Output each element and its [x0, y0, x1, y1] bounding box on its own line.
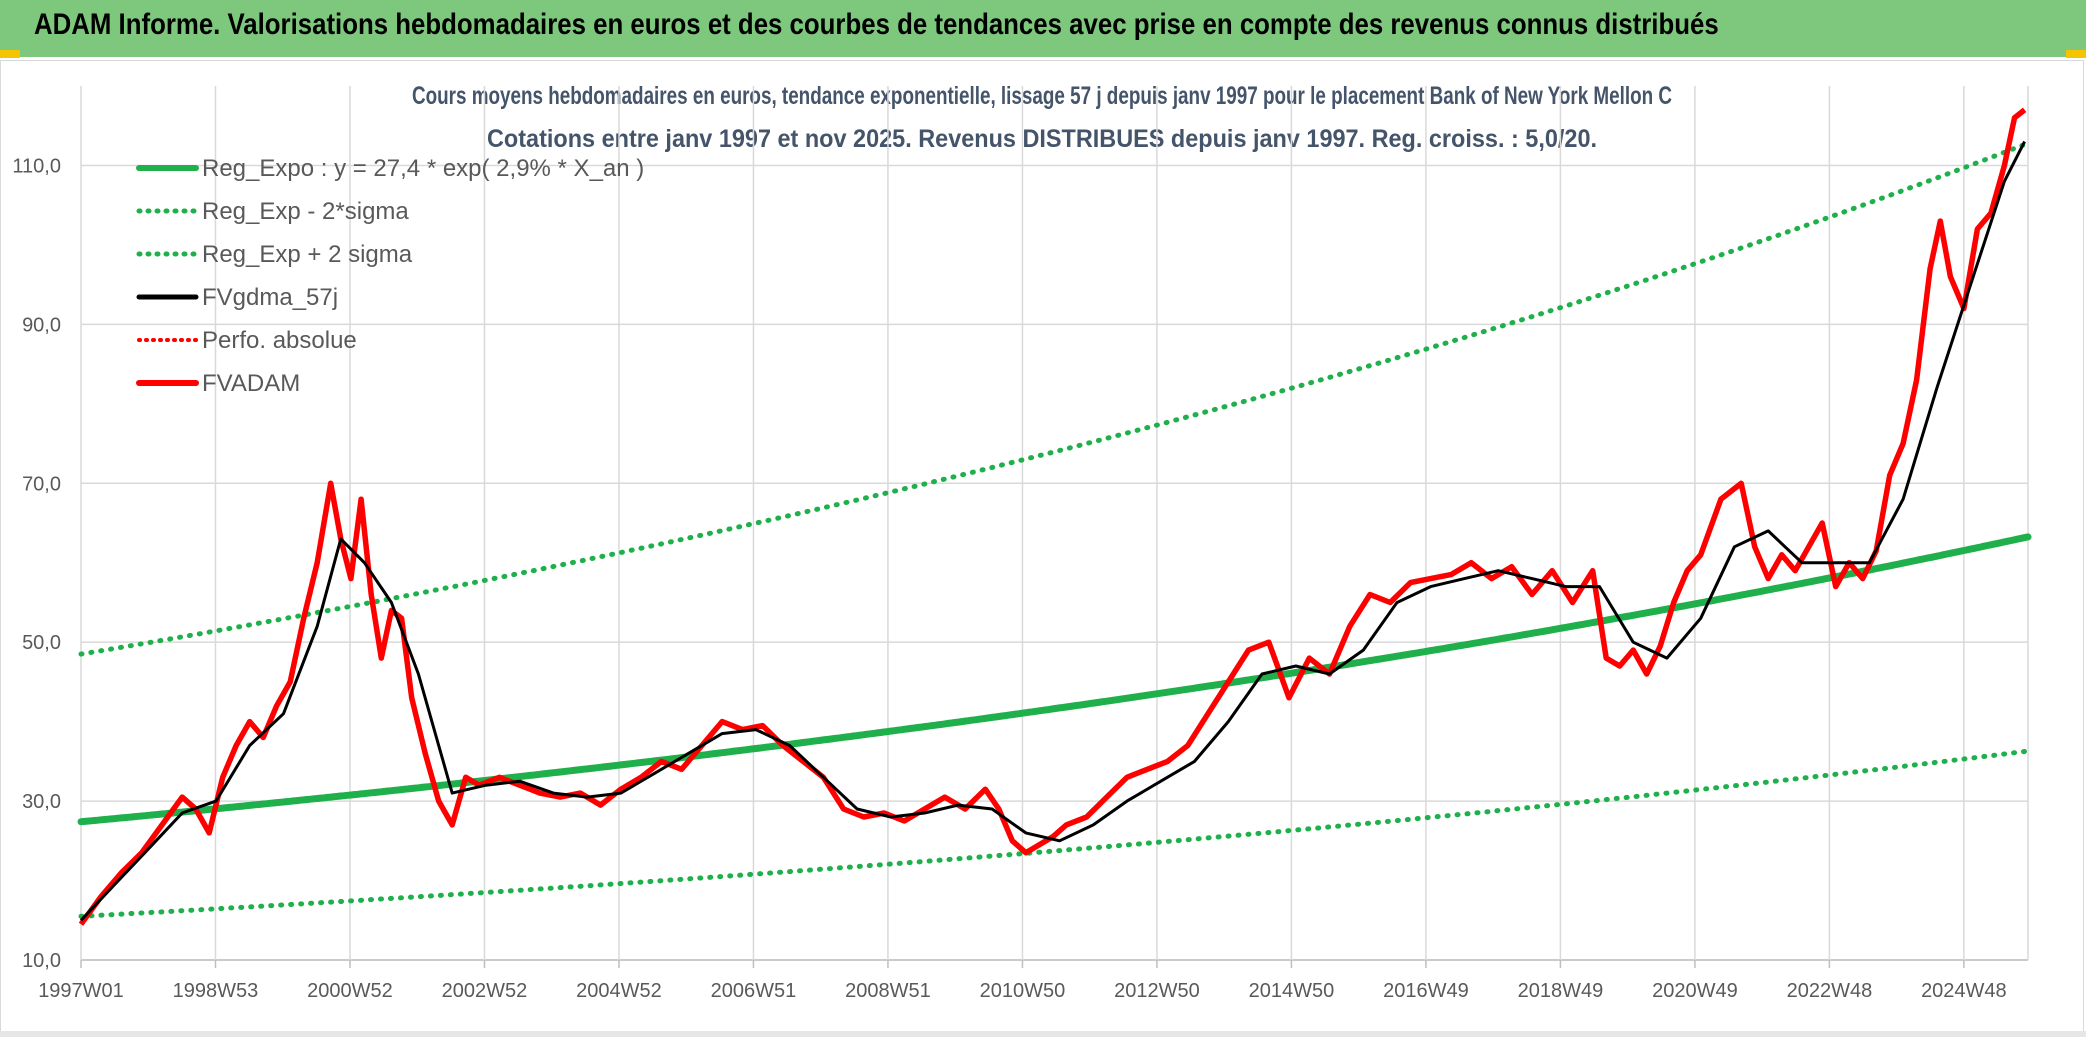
reg-plus-2sigma-line — [78, 140, 2031, 657]
chart-frame: Cours moyens hebdomadaires en euros, ten… — [0, 60, 2084, 1035]
series-layer — [77, 107, 2032, 926]
chart-title: Cours moyens hebdomadaires en euros, ten… — [412, 82, 1672, 110]
x-tick-label: 2012W50 — [1114, 980, 1200, 1002]
chart-svg: Cours moyens hebdomadaires en euros, ten… — [12, 82, 2032, 1002]
x-tick-label: 1997W01 — [38, 980, 124, 1002]
x-tick-label: 2020W49 — [1652, 980, 1738, 1002]
x-tick-label: 2018W49 — [1518, 980, 1604, 1002]
y-tick-label: 10,0 — [22, 950, 61, 972]
x-tick-label: 2014W50 — [1249, 980, 1335, 1002]
x-axis: 1997W01 1998W53 2000W52 2002W52 2004W52 2006W… — [38, 980, 2007, 1002]
legend-label: FVADAM — [202, 370, 300, 397]
y-axis: 10,0 30,0 50,0 70,0 90,0 110,0 — [12, 155, 61, 972]
page-title: ADAM Informe. Valorisations hebdomadaire… — [34, 8, 1719, 41]
banner-accent-right — [2066, 50, 2086, 58]
legend-label: Reg_Expo : y = 27,4 * exp( 2,9% * X_an ) — [202, 155, 644, 182]
x-tick-label: 2008W51 — [845, 980, 931, 1002]
y-tick-label: 110,0 — [12, 155, 61, 177]
x-tick-label: 2000W52 — [307, 980, 393, 1002]
x-tick-label: 2022W48 — [1787, 980, 1873, 1002]
legend-label: FVgdma_57j — [202, 284, 338, 311]
fvgdma-57j-line — [79, 140, 2026, 922]
reg-minus-2sigma-line — [78, 748, 2031, 919]
fvadam-line — [78, 107, 2027, 926]
reg-expo-line — [77, 533, 2032, 826]
chart-subtitle: Cotations entre janv 1997 et nov 2025. R… — [487, 125, 1597, 153]
header-banner — [0, 0, 2086, 57]
bottom-scroll-strip — [0, 1031, 2086, 1037]
x-tick-label: 2006W51 — [711, 980, 797, 1002]
x-tick-label: 1998W53 — [173, 980, 259, 1002]
y-tick-label: 70,0 — [22, 473, 61, 495]
legend-label: Reg_Exp + 2 sigma — [202, 241, 413, 268]
x-tick-label: 2016W49 — [1383, 980, 1469, 1002]
legend-label: Perfo. absolue — [202, 327, 357, 354]
y-tick-label: 90,0 — [22, 314, 61, 336]
y-tick-label: 50,0 — [22, 632, 61, 654]
x-tick-label: 2004W52 — [576, 980, 662, 1002]
legend-label: Reg_Exp - 2*sigma — [202, 198, 409, 225]
x-tick-label: 2024W48 — [1921, 980, 2007, 1002]
banner-accent-left — [0, 50, 20, 58]
chart-legend: Reg_Expo : y = 27,4 * exp( 2,9% * X_an )… — [136, 155, 644, 397]
y-tick-label: 30,0 — [22, 791, 61, 813]
x-tick-label: 2002W52 — [442, 980, 528, 1002]
x-tick-label: 2010W50 — [980, 980, 1066, 1002]
